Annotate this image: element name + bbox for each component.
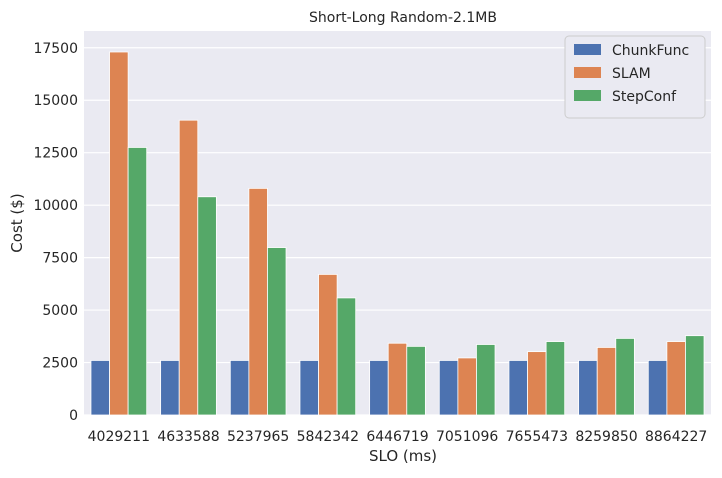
bar-chunkfunc-6446719 <box>369 360 389 416</box>
bar-stepconf-4633588 <box>197 196 217 416</box>
y-tick-label: 17500 <box>33 41 78 57</box>
y-tick-label: 15000 <box>33 93 78 109</box>
bar-stepconf-8864227 <box>685 335 705 416</box>
bar-chunkfunc-7051096 <box>438 360 459 416</box>
bars <box>90 51 705 416</box>
legend-label-slam: SLAM <box>612 66 651 82</box>
legend-swatch-slam <box>574 67 601 78</box>
bar-chunkfunc-4029211 <box>90 360 110 416</box>
x-tick-label: 8259850 <box>575 429 637 445</box>
legend-label-chunkfunc: ChunkFunc <box>612 43 689 59</box>
x-tick-label: 5842342 <box>297 429 359 445</box>
bar-chunkfunc-4633588 <box>160 360 180 416</box>
bar-chunkfunc-8259850 <box>578 360 598 416</box>
y-tick-labels: 0 2500 5000 7500 10000 12500 15000 17500 <box>33 41 78 424</box>
chart-title: Short-Long Random-2.1MB <box>309 10 497 26</box>
bar-slam-4633588 <box>178 119 199 416</box>
x-tick-label: 8864227 <box>645 429 707 445</box>
bar-slam-7051096 <box>457 357 477 416</box>
y-tick-label: 12500 <box>33 146 78 162</box>
legend: ChunkFunc SLAM StepConf <box>564 35 706 119</box>
legend-label-stepconf: StepConf <box>612 89 677 105</box>
bar-stepconf-7051096 <box>476 344 496 416</box>
x-tick-label: 7655473 <box>506 429 568 445</box>
bar-stepconf-6446719 <box>406 345 426 416</box>
x-tick-label: 4633588 <box>157 429 219 445</box>
y-tick-label: 5000 <box>42 303 78 319</box>
bar-slam-5237965 <box>248 187 268 416</box>
bar-chunkfunc-5842342 <box>299 360 319 416</box>
x-tick-label: 6446719 <box>366 429 428 445</box>
y-tick-label: 7500 <box>42 251 78 267</box>
x-tick-labels: 4029211 4633588 5237965 5842342 6446719 70510… <box>88 429 708 445</box>
bar-stepconf-5237965 <box>267 247 287 416</box>
bar-slam-8864227 <box>666 341 686 416</box>
bar-chunkfunc-8864227 <box>647 360 668 416</box>
x-tick-label: 7051096 <box>436 429 498 445</box>
x-tick-label: 4029211 <box>88 429 150 445</box>
y-tick-label: 10000 <box>33 198 78 214</box>
bar-slam-8259850 <box>596 347 617 416</box>
y-tick-label: 0 <box>69 408 78 424</box>
legend-swatch-stepconf <box>574 90 601 101</box>
bar-stepconf-5842342 <box>336 297 357 416</box>
bar-slam-6446719 <box>387 342 408 416</box>
x-axis-label: SLO (ms) <box>369 447 437 465</box>
bar-slam-5842342 <box>318 274 338 416</box>
bar-slam-4029211 <box>109 51 129 416</box>
bar-chunkfunc-5237965 <box>229 360 250 416</box>
bar-stepconf-4029211 <box>127 147 148 416</box>
bar-stepconf-8259850 <box>615 338 635 416</box>
bar-slam-7655473 <box>527 351 547 416</box>
bar-chunkfunc-7655473 <box>508 360 528 416</box>
bar-stepconf-7655473 <box>545 341 566 416</box>
x-tick-label: 5237965 <box>227 429 289 445</box>
legend-swatch-chunkfunc <box>574 44 601 55</box>
y-tick-label: 2500 <box>42 356 78 372</box>
y-axis-label: Cost ($) <box>8 193 26 252</box>
